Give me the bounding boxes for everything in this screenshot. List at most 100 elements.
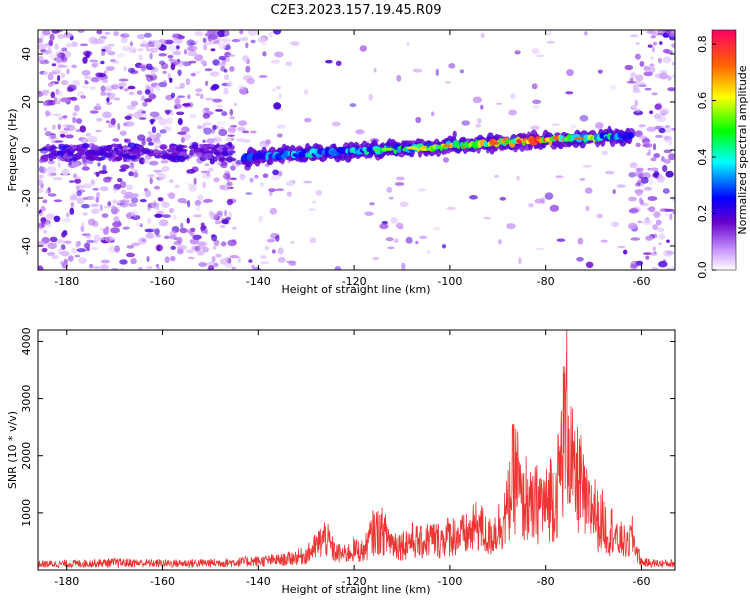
spectrogram-speckle <box>156 267 162 270</box>
spectrogram-speckle <box>170 245 176 250</box>
spectrogram-speckle <box>633 80 642 86</box>
spectrogram-speckle <box>663 149 672 154</box>
spectrogram-band-peak <box>406 146 418 150</box>
spectrogram-speckle <box>158 219 169 227</box>
spectrogram-speckle <box>213 239 220 247</box>
spectrogram-speckle <box>187 183 192 186</box>
x-tick-label: -100 <box>437 275 462 288</box>
spectrogram-speckle <box>57 75 61 82</box>
spectrogram-speckle <box>82 85 89 89</box>
spectrogram-speckle <box>446 206 457 210</box>
spectrogram-speckle <box>45 213 56 220</box>
spectrogram-speckle <box>654 125 661 130</box>
spectrogram-speckle <box>80 225 85 232</box>
spectrogram-speckle <box>84 242 91 249</box>
spectrogram-speckle <box>658 242 662 245</box>
spectrogram-speckle <box>213 262 219 268</box>
spectrogram-speckle <box>242 130 250 134</box>
spectrogram-speckle <box>650 157 657 162</box>
spectrogram-speckle <box>95 103 101 107</box>
spectrogram-speckle <box>117 178 123 183</box>
spectrogram-speckle <box>109 237 116 241</box>
spectrogram-speckle <box>182 201 189 204</box>
snr-y-label: SNR (10 * v/v) <box>6 411 19 489</box>
spectrogram-speckle <box>390 217 398 224</box>
spectrogram-speckle <box>612 189 616 195</box>
spectrogram-speckle <box>104 152 113 158</box>
spectrogram-speckle <box>124 115 132 120</box>
spectrogram-speckle <box>239 173 246 181</box>
spectrogram-speckle <box>662 164 668 173</box>
spectrogram-speckle <box>66 212 70 218</box>
spectrogram-speckle <box>635 42 640 45</box>
spectrogram-speckle <box>254 174 259 179</box>
spectrogram-speckle <box>170 63 176 71</box>
spectrogram-speckle <box>172 50 182 56</box>
spectrogram-speckle <box>419 235 428 239</box>
spectrogram-speckle <box>106 101 113 106</box>
spectrogram-speckle <box>67 255 74 262</box>
spectrogram-speckle <box>653 170 659 177</box>
spectrogram-speckle <box>441 244 447 249</box>
spectrogram-speckle <box>385 237 394 242</box>
spectrogram-speckle <box>112 221 122 228</box>
spectrogram-speckle <box>359 45 367 52</box>
spectrogram-speckle <box>67 97 77 100</box>
spectrogram-speckle <box>44 49 53 55</box>
spectrogram-speckle <box>138 54 143 61</box>
spectrogram-band-peak <box>373 148 378 152</box>
spectrogram-speckle <box>91 144 99 150</box>
spectrogram-speckle <box>41 89 50 95</box>
spectrogram-speckle <box>496 102 503 106</box>
spectrogram-speckle <box>459 69 464 74</box>
spectrogram-speckle <box>38 165 44 173</box>
spectrogram-speckle <box>158 118 168 126</box>
y-tick-label: -40 <box>20 237 33 255</box>
spectrogram-speckle <box>194 31 204 36</box>
spectrogram-speckle <box>110 227 120 234</box>
spectrogram-speckle <box>250 130 257 134</box>
spectrogram-speckle <box>48 54 59 60</box>
spectrogram-speckle <box>119 130 127 136</box>
spectrogram-speckle <box>672 211 675 215</box>
spectrogram-speckle <box>595 122 604 129</box>
spectrogram-speckle <box>71 41 78 47</box>
spectrogram-speckle <box>60 250 70 257</box>
spectrogram-speckle <box>185 78 191 86</box>
spectrogram-speckle <box>555 175 564 179</box>
spectrogram-speckle <box>70 202 75 208</box>
spectrogram-speckle <box>193 147 201 153</box>
spectrogram-speckle <box>220 65 226 72</box>
spectrogram-speckle <box>531 48 540 55</box>
spectrogram-speckle <box>653 211 661 219</box>
spectrogram-speckle <box>245 192 253 195</box>
spectrogram-speckle <box>630 72 637 79</box>
spectrogram-speckle <box>565 91 574 95</box>
spectrogram-speckle <box>51 63 57 67</box>
spectrogram-speckle <box>85 132 91 137</box>
spectrogram-speckle <box>207 138 217 141</box>
spectrogram-speckle <box>653 153 661 159</box>
spectrogram-speckle <box>168 77 173 82</box>
spectrogram-speckle <box>84 79 88 85</box>
spectrogram-speckle <box>312 200 317 204</box>
spectrogram-speckle <box>652 246 656 252</box>
spectrogram-speckle <box>180 222 184 229</box>
spectrogram-speckle <box>198 262 208 267</box>
spectrogram-speckle <box>65 43 72 48</box>
spectrogram-speckle <box>584 187 593 194</box>
spectrogram-speckle <box>107 92 116 100</box>
spectrogram-speckle <box>508 109 518 116</box>
spectrogram-speckle <box>95 150 103 156</box>
spectrogram-speckle <box>216 161 222 166</box>
spectrogram-speckle <box>630 264 638 270</box>
spectrogram-speckle <box>364 211 374 216</box>
spectrogram-speckle <box>237 126 246 132</box>
spectrogram-speckle <box>126 245 134 249</box>
spectrogram-speckle <box>659 107 670 115</box>
spectrogram-speckle <box>150 70 156 76</box>
spectrogram-speckle <box>597 69 603 74</box>
spectrogram-speckle <box>642 219 652 226</box>
spectrogram-speckle <box>164 256 170 264</box>
spectrogram-speckle <box>273 30 282 35</box>
